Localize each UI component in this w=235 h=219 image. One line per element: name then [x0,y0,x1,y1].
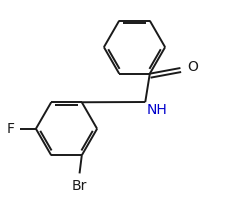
Text: Br: Br [72,179,87,193]
Text: NH: NH [146,103,167,117]
Text: O: O [187,60,198,74]
Text: F: F [6,122,14,136]
